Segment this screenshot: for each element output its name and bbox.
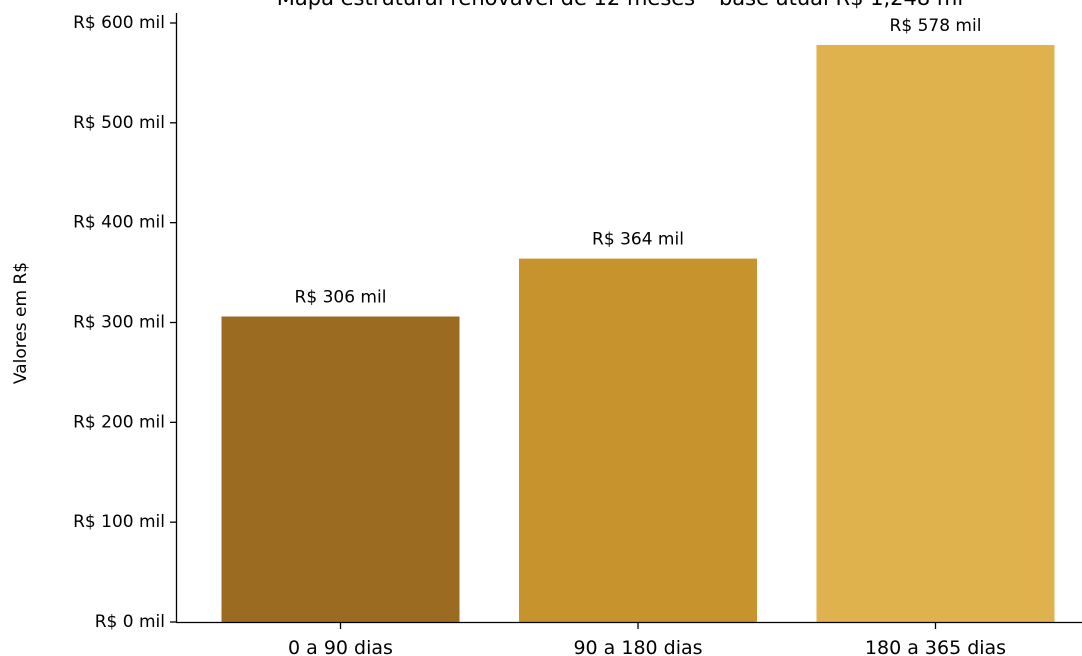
y-tick-label: R$ 500 mil — [73, 113, 165, 133]
bar-value-label: R$ 306 mil — [295, 288, 387, 308]
plot-area: R$ 0 mil R$ 100 mil R$ 200 mil R$ 300 mil R$… — [73, 13, 1055, 656]
bar-value-label: R$ 364 mil — [592, 230, 684, 250]
bar — [221, 316, 460, 622]
y-tick-label: R$ 400 mil — [73, 213, 165, 233]
bar-value-label: R$ 578 mil — [890, 16, 982, 36]
y-tick-label: R$ 100 mil — [73, 512, 165, 532]
x-tick-label: 0 a 90 dias — [288, 637, 393, 656]
bar — [519, 258, 757, 622]
y-tick-label: R$ 0 mil — [95, 612, 165, 632]
y-tick-label: R$ 200 mil — [73, 412, 165, 432]
x-tick-label: 180 a 365 dias — [865, 637, 1006, 656]
chart-title: Mapa estrutural renovável de 12 meses – … — [277, 0, 963, 10]
bar — [816, 44, 1055, 623]
y-axis-label: Valores em R$ — [11, 262, 31, 384]
y-tick-label: R$ 300 mil — [73, 312, 165, 332]
x-tick-label: 90 a 180 dias — [573, 637, 702, 656]
y-tick-label: R$ 600 mil — [73, 13, 165, 33]
